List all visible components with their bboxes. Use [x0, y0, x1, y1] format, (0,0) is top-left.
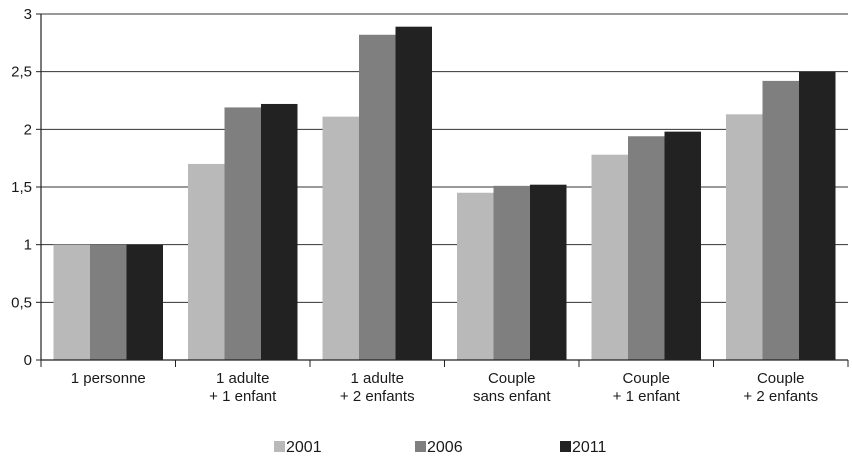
y-tick-label: 1: [24, 237, 32, 254]
x-tick-label: 1 personne: [71, 370, 146, 387]
y-tick-labels: 0 0,5 1 1,5 2 2,5 3: [11, 6, 32, 369]
legend-label: 2001: [286, 439, 322, 456]
bar-2006: [493, 185, 530, 360]
y-tick-label: 2: [24, 121, 32, 138]
bar-2001: [726, 114, 763, 360]
x-tick-label: Couple + 2 enfants: [743, 370, 818, 405]
y-tick-label: 2,5: [11, 64, 32, 81]
bar-2006: [359, 34, 396, 360]
bar-2006: [90, 244, 127, 360]
bar-2011: [799, 71, 836, 361]
bar-2011: [530, 184, 567, 360]
bar-2001: [322, 116, 359, 360]
legend-swatch-2001: [274, 441, 285, 452]
bar-2006: [628, 136, 665, 360]
x-tick-label: 1 adulte + 2 enfants: [340, 370, 415, 405]
bar-2011: [261, 103, 298, 361]
bars: [53, 26, 836, 361]
y-tick-label: 0: [24, 352, 32, 369]
legend: 2001 2006 2011: [274, 439, 607, 456]
bar-2011: [126, 244, 163, 360]
bar-2006: [224, 107, 261, 360]
bar-2011: [395, 26, 432, 360]
legend-swatch-2011: [560, 441, 571, 452]
x-tick-label: Couple sans enfant: [473, 370, 551, 405]
axes: [36, 13, 849, 367]
y-tick-label: 0,5: [11, 294, 32, 311]
bar-2001: [188, 163, 225, 360]
y-tick-label: 1,5: [11, 179, 32, 196]
bar-2001: [591, 154, 628, 360]
legend-label: 2006: [427, 439, 463, 456]
gridlines: [41, 13, 848, 303]
bar-2011: [664, 131, 701, 360]
y-tick-label: 3: [24, 6, 32, 23]
legend-swatch-2006: [415, 441, 426, 452]
x-tick-labels: 1 personne 1 adulte + 1 enfant 1 adulte + 2 …: [71, 370, 818, 405]
legend-label: 2011: [572, 439, 607, 456]
x-tick-label: Couple + 1 enfant: [613, 370, 681, 405]
bar-2001: [53, 244, 90, 360]
bar-2001: [457, 192, 494, 360]
x-tick-label: 1 adulte + 1 enfant: [209, 370, 277, 405]
bar-2006: [762, 80, 799, 360]
